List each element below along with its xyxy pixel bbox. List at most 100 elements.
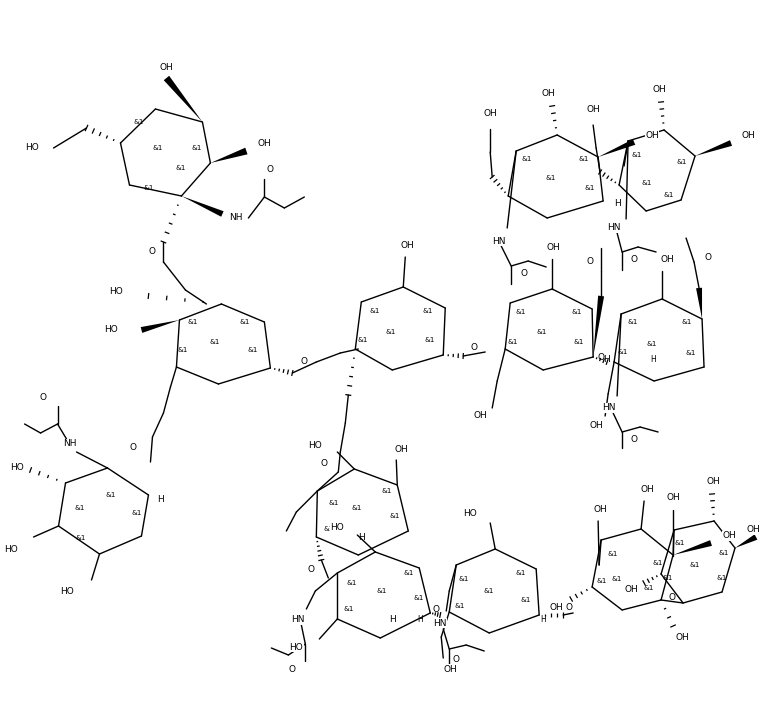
Text: &1: &1: [677, 159, 687, 165]
Text: O: O: [308, 564, 315, 574]
Text: &1: &1: [508, 339, 518, 345]
Text: O: O: [321, 459, 328, 469]
Text: &1: &1: [546, 175, 556, 181]
Polygon shape: [696, 288, 702, 319]
Text: &1: &1: [522, 156, 533, 162]
Text: &1: &1: [105, 492, 116, 498]
Text: OH: OH: [675, 633, 689, 643]
Text: &1: &1: [572, 309, 582, 315]
Text: HO: HO: [103, 325, 117, 334]
Text: &1: &1: [642, 180, 652, 186]
Polygon shape: [210, 148, 247, 163]
Text: HN: HN: [434, 619, 447, 628]
Text: &1: &1: [608, 551, 618, 557]
Text: HN: HN: [291, 615, 305, 625]
Text: OH: OH: [546, 242, 560, 251]
Text: &1: &1: [403, 570, 413, 576]
Text: OH: OH: [747, 526, 760, 534]
Text: O: O: [149, 248, 156, 256]
Text: &1: &1: [323, 526, 333, 532]
Text: &1: &1: [644, 585, 654, 591]
Text: OH: OH: [473, 411, 487, 421]
Text: &1: &1: [209, 339, 220, 345]
Polygon shape: [673, 540, 712, 555]
Text: &1: &1: [239, 319, 250, 325]
Text: O: O: [631, 256, 638, 264]
Text: OH: OH: [594, 505, 607, 515]
Text: H: H: [613, 199, 620, 207]
Text: HO: HO: [308, 440, 323, 449]
Text: &1: &1: [628, 319, 638, 325]
Text: HO: HO: [60, 587, 74, 596]
Text: &1: &1: [343, 606, 354, 612]
Text: HO: HO: [25, 143, 39, 152]
Text: OH: OH: [624, 585, 638, 595]
Polygon shape: [593, 296, 604, 357]
Text: &1: &1: [422, 308, 432, 314]
Text: &1: &1: [579, 156, 589, 162]
Text: O: O: [301, 357, 308, 365]
Text: &1: &1: [369, 308, 380, 314]
Text: &1: &1: [618, 349, 629, 355]
Text: H: H: [157, 496, 164, 505]
Text: O: O: [631, 435, 638, 445]
Text: OH: OH: [589, 422, 603, 430]
Text: HO: HO: [4, 545, 18, 555]
Text: O: O: [705, 253, 712, 263]
Text: O: O: [565, 604, 572, 612]
Text: &1: &1: [682, 319, 693, 325]
Text: O: O: [597, 354, 605, 363]
Text: NH: NH: [62, 440, 76, 448]
Text: O: O: [433, 606, 440, 614]
Text: &1: &1: [133, 119, 144, 125]
Text: OH: OH: [541, 90, 555, 98]
Text: H: H: [417, 614, 423, 623]
Text: OH: OH: [394, 446, 408, 454]
Text: OH: OH: [722, 531, 736, 540]
Text: H: H: [650, 355, 656, 363]
Text: O: O: [521, 269, 527, 277]
Text: &1: &1: [719, 550, 729, 556]
Text: &1: &1: [690, 562, 700, 568]
Text: OH: OH: [400, 240, 414, 250]
Text: H: H: [389, 614, 396, 623]
Text: H: H: [603, 355, 610, 363]
Text: &1: &1: [351, 505, 361, 511]
Text: O: O: [39, 392, 46, 402]
Text: &1: &1: [663, 575, 673, 581]
Text: &1: &1: [717, 575, 728, 581]
Text: OH: OH: [549, 603, 563, 612]
Text: &1: &1: [376, 588, 387, 594]
Text: &1: &1: [357, 337, 368, 343]
Text: &1: &1: [152, 145, 163, 151]
Polygon shape: [695, 141, 732, 156]
Text: OH: OH: [257, 140, 271, 149]
Text: &1: &1: [574, 339, 584, 345]
Text: HO: HO: [290, 643, 304, 652]
Text: &1: &1: [75, 535, 86, 541]
Text: O: O: [267, 165, 274, 173]
Text: &1: &1: [537, 329, 547, 335]
Text: O: O: [130, 443, 137, 453]
Polygon shape: [141, 320, 180, 333]
Polygon shape: [164, 76, 202, 122]
Text: O: O: [453, 655, 460, 665]
Text: &1: &1: [75, 505, 84, 511]
Text: &1: &1: [191, 145, 202, 151]
Text: HO: HO: [109, 288, 123, 296]
Text: &1: &1: [612, 576, 622, 582]
Text: NH: NH: [228, 213, 242, 223]
Text: &1: &1: [454, 603, 464, 609]
Text: HO: HO: [463, 508, 477, 518]
Text: &1: &1: [413, 595, 423, 601]
Text: &1: &1: [132, 510, 142, 516]
Text: &1: &1: [664, 192, 674, 198]
Text: &1: &1: [686, 350, 696, 356]
Text: H: H: [540, 614, 546, 623]
Text: OH: OH: [444, 665, 457, 673]
Text: &1: &1: [385, 329, 396, 335]
Text: &1: &1: [647, 341, 658, 347]
Text: &1: &1: [585, 185, 595, 191]
Text: &1: &1: [424, 337, 435, 343]
Polygon shape: [735, 534, 757, 548]
